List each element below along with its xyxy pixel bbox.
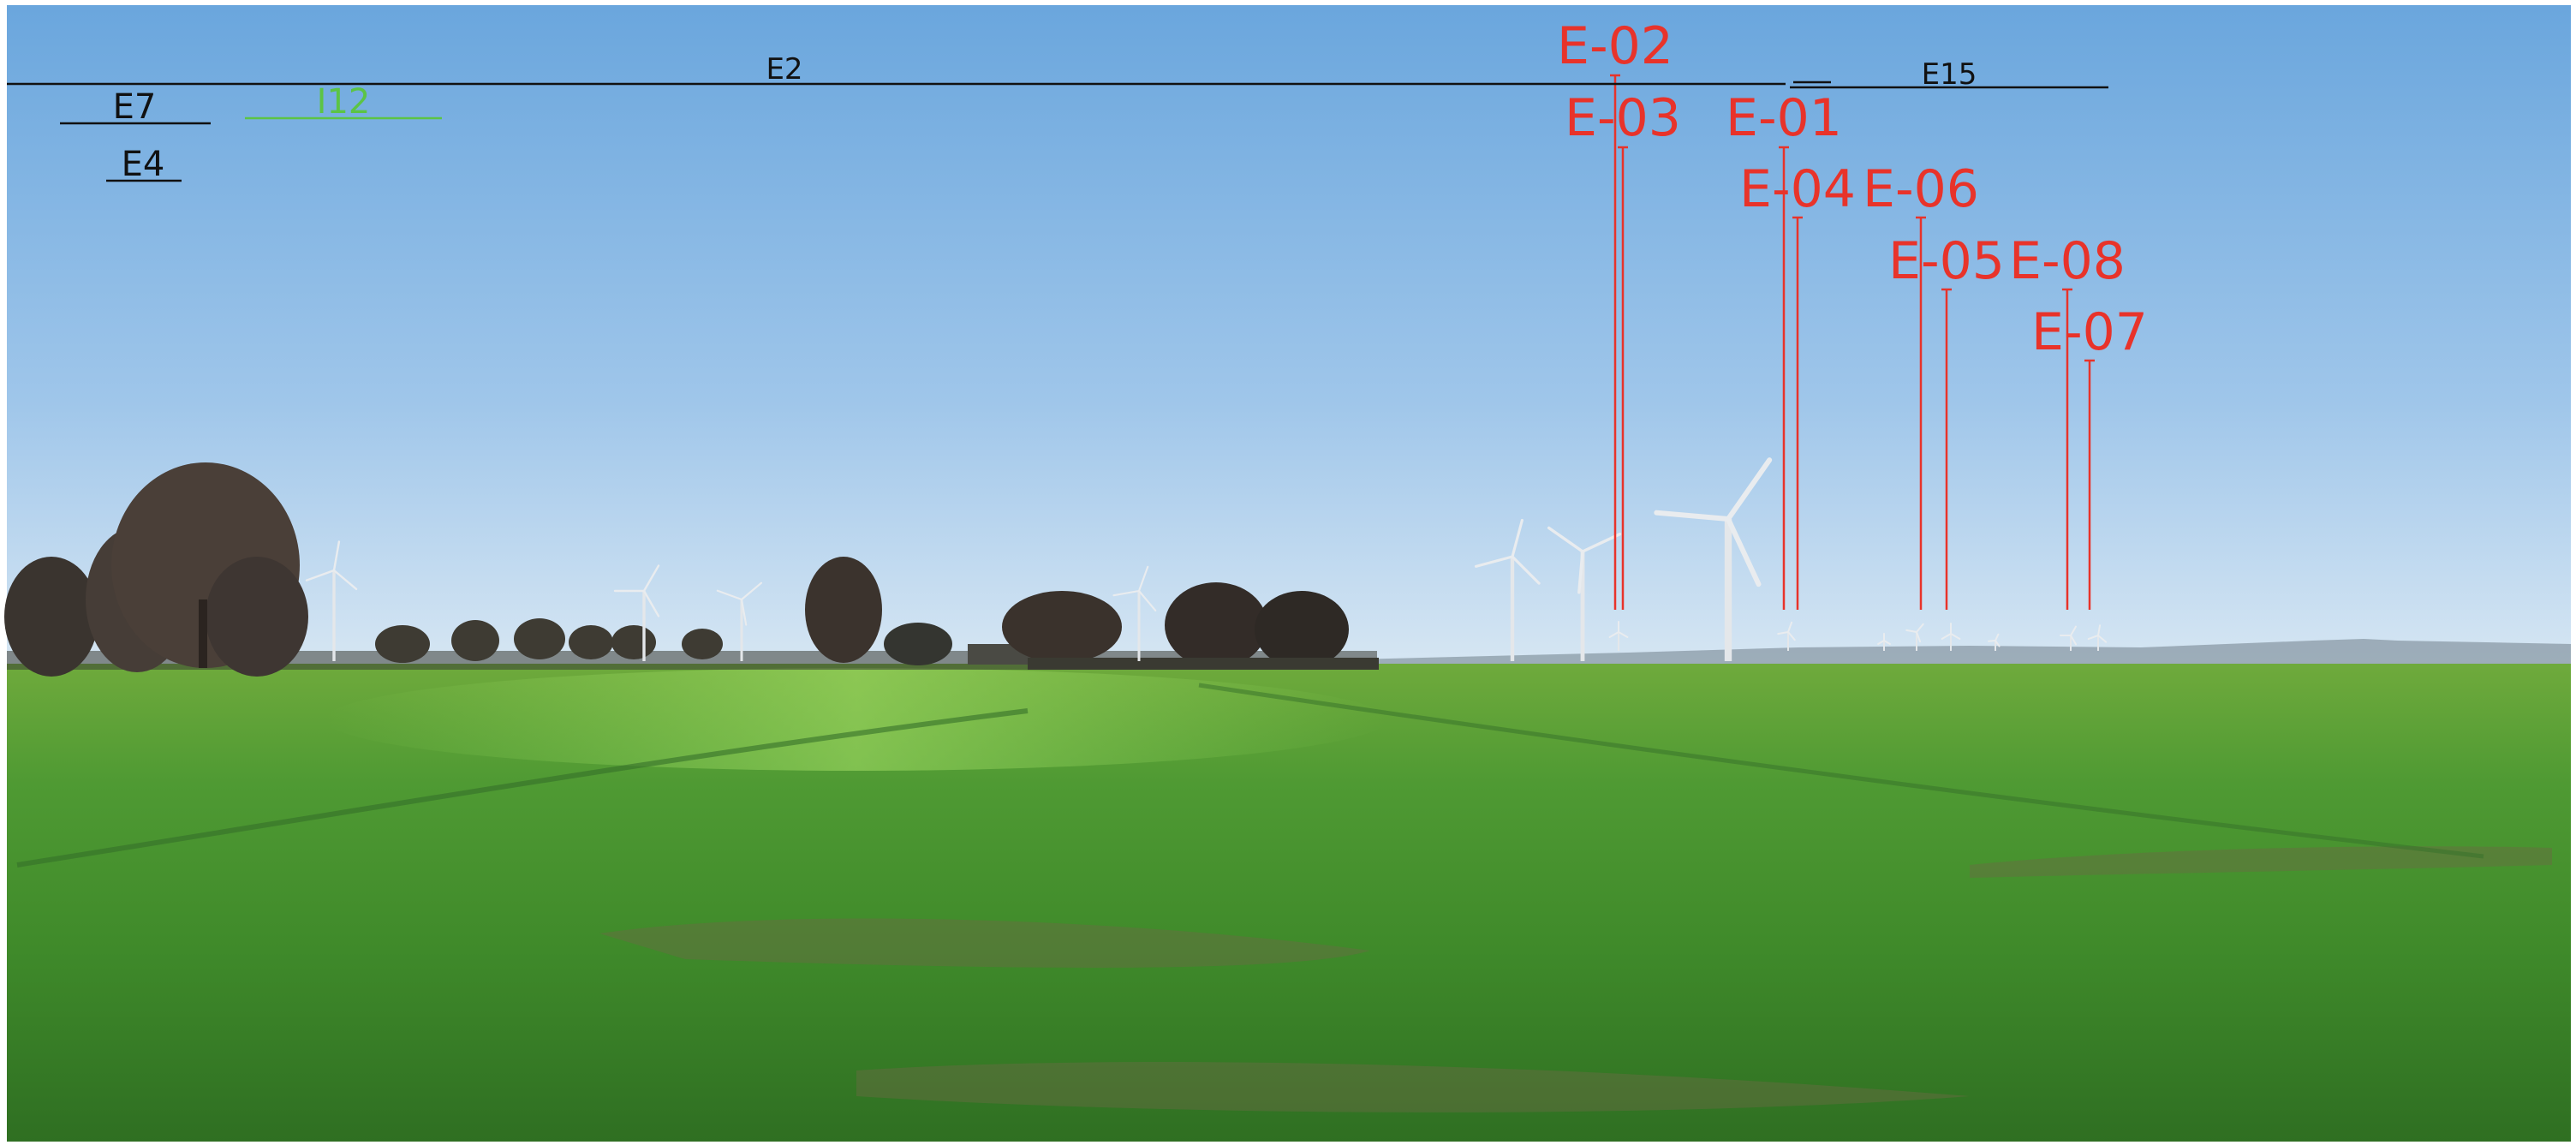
label-e15: E15 [1922,57,1977,92]
wind-turbine [1777,621,1796,651]
field-furrow [1198,683,2484,859]
wind-turbine [1941,623,1961,651]
planned-marker-pole [2084,359,2095,610]
planned-marker-pole [1941,288,1952,610]
tractor-track [16,708,1029,868]
planned-turbine-markers [1610,74,2095,610]
planned-marker-pole [1610,74,1620,610]
wind-turbine [1608,621,1629,651]
planned-marker-pole [1916,216,1926,610]
planned-marker-pole [1779,146,1789,610]
planned-marker-pole [2062,288,2072,610]
label-e-01: E-01 [1726,88,1842,148]
label-e-06: E-06 [1863,159,1979,219]
wind-turbine [1112,565,1157,661]
wind-turbine [716,581,763,661]
existing-wind-turbines [305,457,2108,661]
label-e2: E2 [766,52,802,86]
wind-turbine [613,564,660,661]
left-treeline [4,462,1379,677]
label-e-08: E-08 [2009,231,2126,291]
label-e7: E7 [113,87,157,127]
label-e4: E4 [122,145,165,184]
planned-turbine-labels: E-02 E-03 E-01 E-04 E-06 E-05 E-08 E-07 [1557,16,2148,362]
label-e-07: E-07 [2031,302,2148,362]
wind-turbine [1877,633,1891,651]
existing-turbine-reference-lines [7,81,2108,182]
planned-marker-pole [1618,146,1628,610]
sky [7,5,2571,665]
sunlit-patch [325,668,1387,771]
wind-turbine [1654,457,1773,661]
label-i12: I12 [317,82,371,122]
wind-turbine [305,540,358,661]
label-e-04: E-04 [1739,159,1856,219]
wind-turbine [1988,633,2001,651]
existing-turbine-labels: E2 E7 E4 I12 E15 [113,52,1977,184]
label-e-03: E-03 [1565,88,1681,148]
label-e-02: E-02 [1557,16,1673,76]
wind-turbine [1547,526,1622,661]
wind-turbine [2060,625,2077,651]
wind-turbine [1474,518,1541,661]
wind-turbine [2087,624,2108,651]
wind-turbine [1905,623,1924,651]
planned-marker-pole [1792,216,1803,610]
label-e-05: E-05 [1888,231,2005,291]
